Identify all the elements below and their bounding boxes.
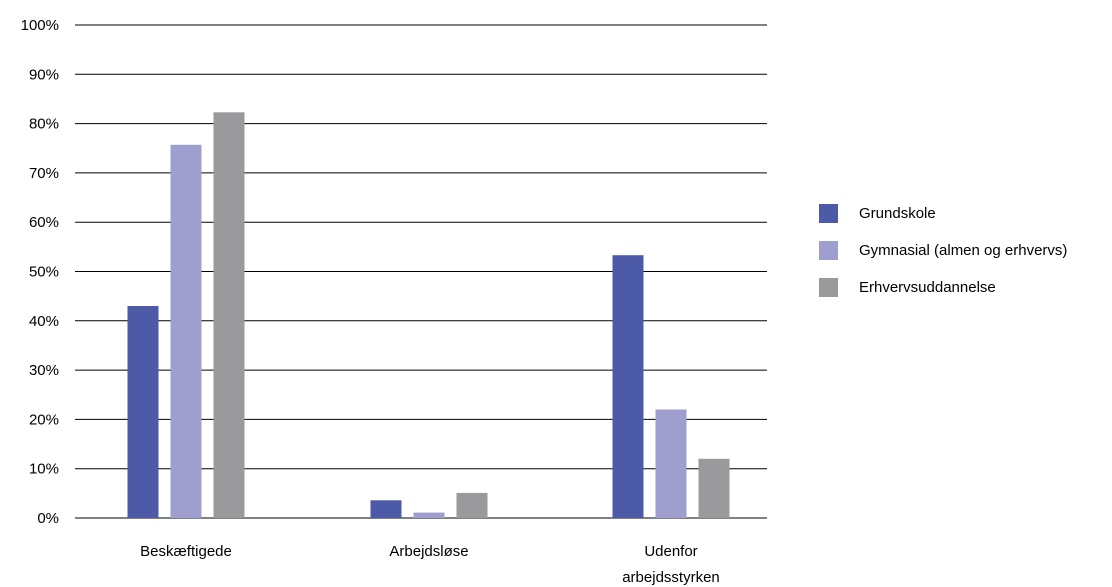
legend-label: Erhvervsuddannelse	[859, 279, 996, 296]
y-tick-label: 0%	[37, 510, 59, 527]
x-axis-category-labels: Beskæftigede Arbejdsløse Udenfor arbejdssty…	[140, 543, 720, 586]
bar-grundskole-0	[127, 306, 159, 518]
legend-label: Gymnasial (almen og erhvervs)	[859, 242, 1067, 259]
y-tick-label: 100%	[21, 17, 59, 34]
bar-erhvervsuddannelse-0	[213, 112, 245, 519]
bar-gymnasial-1	[413, 512, 445, 518]
y-tick-label: 80%	[29, 116, 59, 133]
y-tick-label: 30%	[29, 362, 59, 379]
legend-swatch	[819, 241, 838, 260]
y-tick-label: 40%	[29, 313, 59, 330]
legend: Grundskole Gymnasial (almen og erhvervs) E…	[819, 204, 1067, 297]
legend-swatch	[819, 278, 838, 297]
legend-label: Grundskole	[859, 205, 936, 222]
x-category-label: Beskæftigede	[140, 543, 232, 560]
y-tick-label: 90%	[29, 66, 59, 83]
y-tick-label: 10%	[29, 461, 59, 478]
bar-grundskole-2	[612, 255, 644, 518]
y-tick-label: 50%	[29, 264, 59, 281]
bar-gymnasial-0	[170, 144, 202, 519]
y-tick-label: 20%	[29, 411, 59, 428]
bar-grundskole-1	[370, 500, 402, 518]
y-tick-label: 70%	[29, 165, 59, 182]
x-category-label: Arbejdsløse	[389, 543, 468, 560]
bar-gymnasial-2	[655, 409, 687, 518]
x-category-label: Udenfor arbejdsstyrken	[622, 543, 720, 586]
y-tick-label: 60%	[29, 214, 59, 231]
y-axis-tick-labels: 0% 10% 20% 30% 40% 50% 60% 70% 80% 90% 100%	[21, 17, 59, 527]
bars	[127, 112, 730, 519]
bar-erhvervsuddannelse-2	[698, 458, 730, 518]
bar-erhvervsuddannelse-1	[456, 492, 488, 518]
legend-swatch	[819, 204, 838, 223]
